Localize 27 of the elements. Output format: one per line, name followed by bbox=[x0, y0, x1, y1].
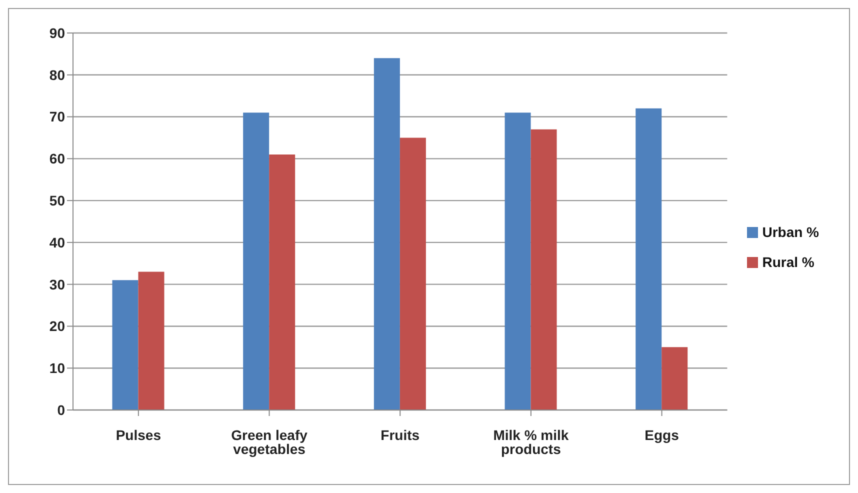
y-tick-label: 0 bbox=[57, 402, 66, 418]
legend-label: Urban % bbox=[762, 224, 819, 240]
bar bbox=[269, 154, 296, 410]
bar bbox=[400, 138, 426, 410]
y-tick-label: 60 bbox=[49, 150, 66, 167]
x-tick-label: Fruits bbox=[380, 426, 420, 443]
y-tick-label: 70 bbox=[49, 108, 66, 125]
y-tick-label: 20 bbox=[49, 318, 66, 334]
y-tick-label: 10 bbox=[49, 360, 66, 376]
y-tick-label: 40 bbox=[49, 234, 66, 250]
bar bbox=[138, 272, 164, 410]
x-tick-label: Green leafy vegetables bbox=[231, 426, 308, 457]
y-tick-label: 90 bbox=[49, 24, 66, 41]
x-tick-label: Pulses bbox=[116, 426, 162, 443]
y-tick-label: 80 bbox=[49, 66, 66, 83]
bar bbox=[662, 347, 688, 410]
x-tick-label: Milk % milk products bbox=[493, 426, 569, 457]
y-tick-label: 50 bbox=[49, 192, 66, 209]
bar bbox=[636, 108, 662, 410]
legend-label: Rural % bbox=[762, 254, 814, 270]
x-tick-label: Eggs bbox=[644, 426, 680, 443]
bar bbox=[504, 112, 531, 410]
bar bbox=[374, 58, 400, 410]
bar bbox=[243, 112, 270, 410]
bar bbox=[112, 280, 138, 410]
bar bbox=[530, 129, 557, 410]
y-tick-label: 30 bbox=[49, 276, 66, 292]
